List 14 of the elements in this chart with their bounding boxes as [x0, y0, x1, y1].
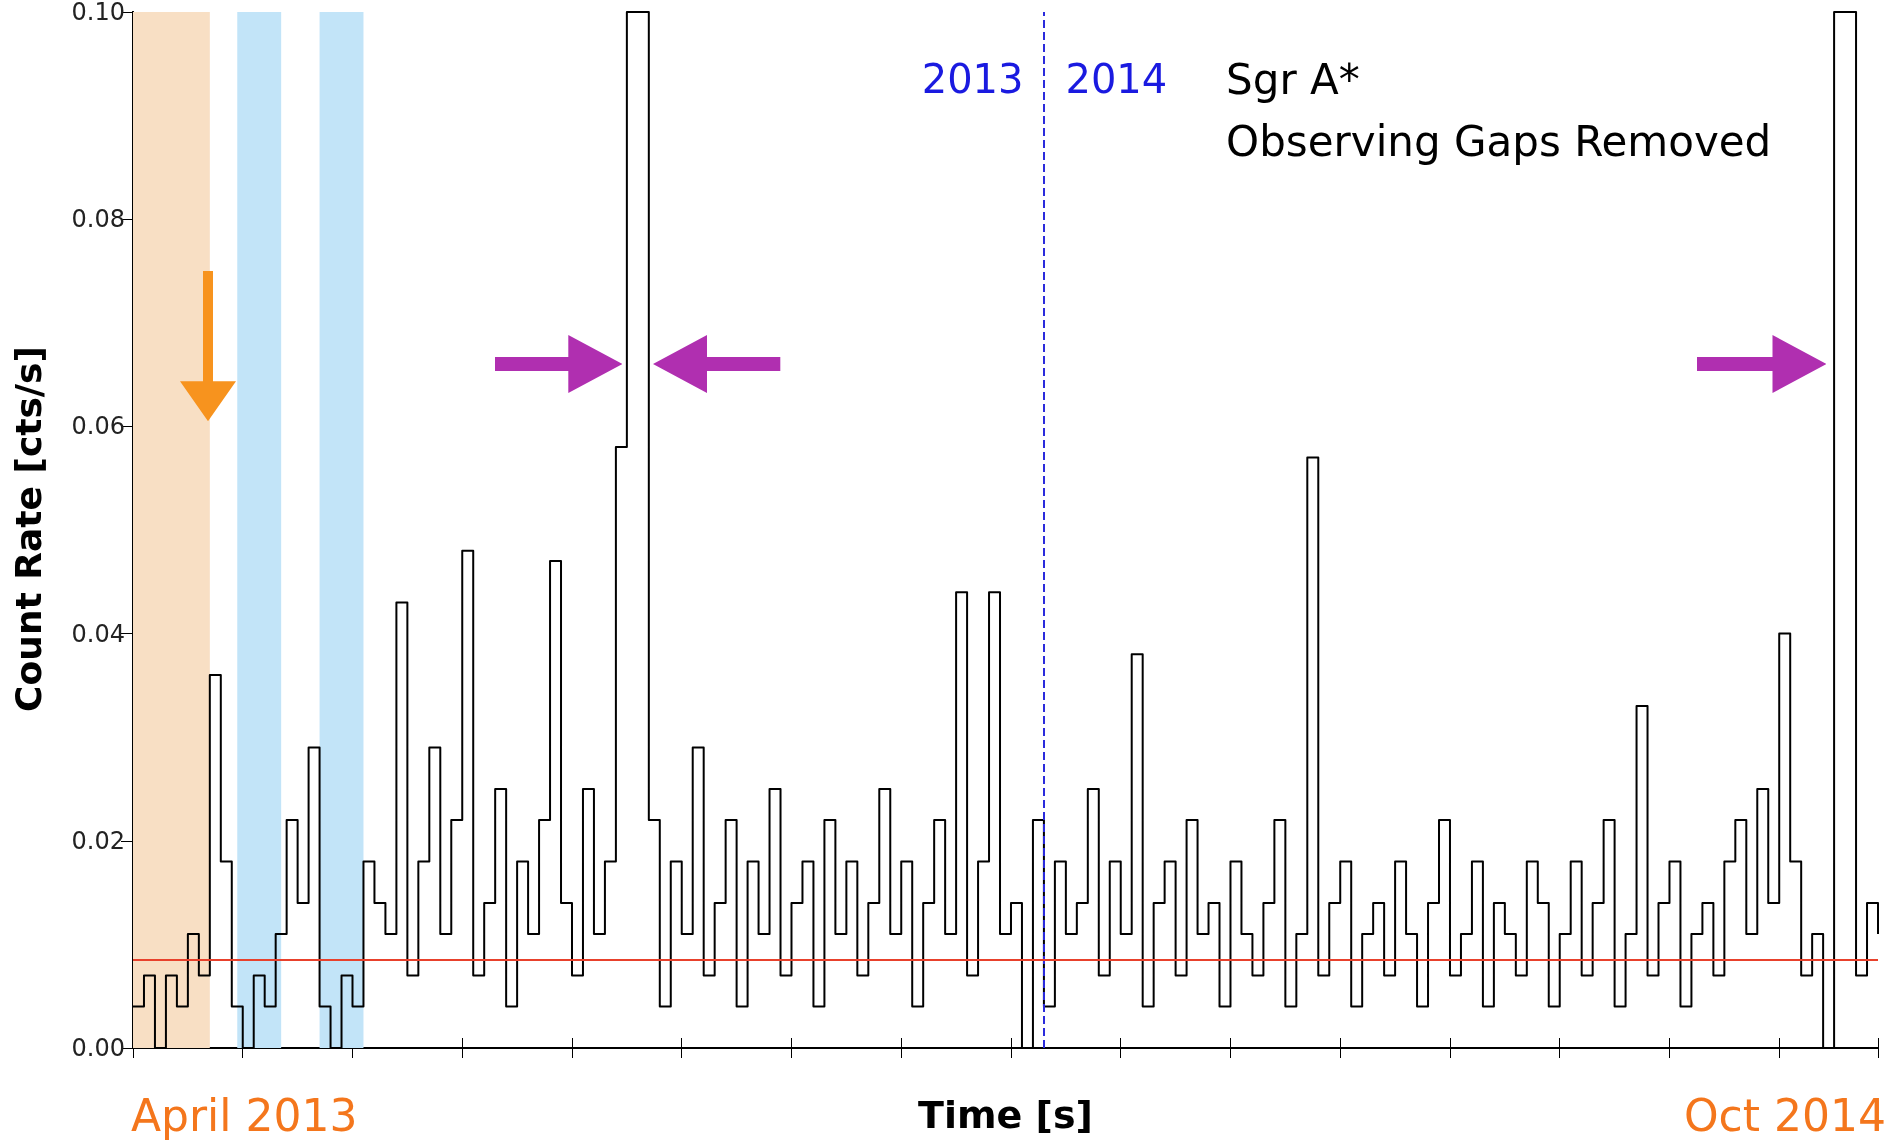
- y-tick-label: 0.04: [71, 619, 125, 648]
- y-tick-label: 0.02: [71, 826, 125, 855]
- y-tick-label: 0.06: [71, 412, 125, 441]
- y-tick-label: 0.10: [71, 0, 125, 26]
- text: April 2013: [131, 1089, 358, 1141]
- annotation: Observing Gaps Removed: [1226, 117, 1772, 166]
- text: Oct 2014: [1683, 1089, 1886, 1141]
- annotation: 2013: [921, 56, 1024, 103]
- x-axis-title: Time [s]: [918, 1093, 1093, 1137]
- annotation: 2014: [1065, 56, 1168, 103]
- y-tick-label: 0.00: [71, 1034, 125, 1062]
- annotation: Sgr A*: [1226, 54, 1360, 104]
- y-axis-title: Count Rate [cts/s]: [7, 346, 49, 712]
- y-tick-label: 0.08: [71, 205, 125, 234]
